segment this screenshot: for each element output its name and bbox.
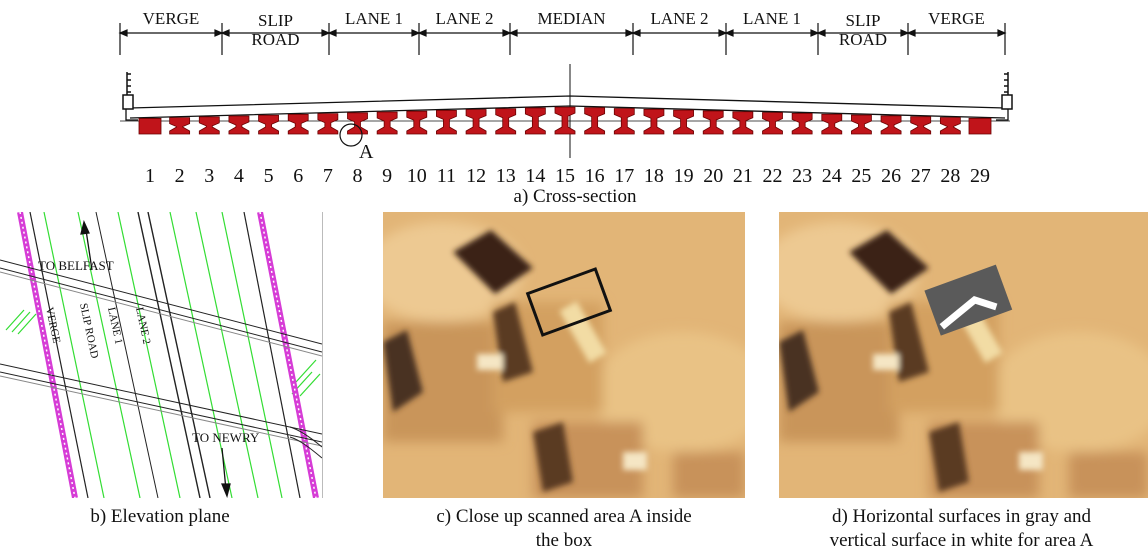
beam-2 [169, 117, 191, 135]
lane-label-5: MEDIAN [510, 9, 633, 28]
beam-13 [495, 108, 517, 135]
dimension-line [118, 23, 1007, 55]
beam-number-3: 3 [204, 165, 214, 187]
beam-number-25: 25 [851, 165, 871, 187]
hatch-left [5, 309, 37, 335]
beam-1 [138, 118, 162, 135]
beam-14 [524, 107, 546, 135]
beam-19 [673, 109, 694, 135]
beam-21 [732, 111, 754, 135]
beam-number-18: 18 [644, 165, 664, 187]
beam-number-1: 1 [145, 165, 155, 187]
beam-3 [198, 116, 220, 135]
beam-number-21: 21 [733, 165, 753, 187]
beam-number-10: 10 [407, 165, 427, 187]
lane-label-6: LANE 2 [633, 9, 726, 28]
beam-numbers: 1 2 3 4 5 6 7 8 9 10 11 12 13 14 15 16 17 18 19 20 21 22 23 24 2… [145, 165, 990, 187]
beam-9 [376, 111, 398, 135]
area-a-box [525, 267, 613, 337]
beam-number-29: 29 [970, 165, 990, 187]
beam-number-8: 8 [353, 165, 363, 187]
caption-closeup: c) Close up scanned area A inside the bo… [436, 506, 692, 551]
lane-label-8: SLIP ROAD [818, 11, 908, 49]
caption-segmented: d) Horizontal surfaces in gray and verti… [829, 506, 1094, 551]
beam-8 [347, 112, 368, 135]
label-to-newry: TO NEWRY [192, 430, 260, 445]
right-parapet [1001, 72, 1013, 110]
beam-number-20: 20 [703, 165, 723, 187]
closeup-image-panel [383, 212, 745, 498]
beam-number-23: 23 [792, 165, 812, 187]
beam-5 [258, 114, 279, 135]
beam-15 [554, 106, 576, 135]
lane-lines [17, 212, 319, 498]
beam-number-17: 17 [614, 165, 634, 187]
beam-number-11: 11 [437, 165, 456, 187]
beam-27 [910, 116, 932, 135]
beam-24 [821, 113, 843, 135]
vertical-surface [939, 296, 998, 330]
beam-number-15: 15 [555, 165, 575, 187]
lane-label-1: VERGE [120, 9, 222, 28]
beam-number-9: 9 [382, 165, 392, 187]
beam-number-28: 28 [940, 165, 960, 187]
beam-4 [228, 115, 250, 135]
marker-label: A [359, 141, 374, 163]
beam-22 [762, 112, 783, 135]
segmented-image [779, 212, 1148, 498]
beam-number-5: 5 [264, 165, 274, 187]
beam-17 [613, 108, 635, 135]
label-to-belfast: TO BELFAST [38, 258, 114, 273]
beam-number-14: 14 [525, 165, 545, 187]
beam-number-22: 22 [763, 165, 783, 187]
beam-number-6: 6 [293, 165, 303, 187]
beam-16 [584, 107, 606, 135]
beam-11 [436, 109, 457, 135]
beam-number-26: 26 [881, 165, 901, 187]
beam-6 [287, 114, 309, 135]
marker-circle [339, 123, 363, 147]
lane-label-3: LANE 1 [329, 9, 419, 28]
label-lane-1: LANE 1 [105, 306, 125, 345]
beam-23 [791, 113, 813, 135]
beam-20 [702, 110, 724, 135]
beam-number-16: 16 [585, 165, 605, 187]
beam-29 [968, 117, 992, 135]
caption-cross-section: a) Cross-section [513, 186, 637, 207]
beam-number-19: 19 [674, 165, 694, 187]
closeup-image [383, 212, 745, 498]
caption-elevation-plane: b) Elevation plane [90, 506, 230, 527]
beams [138, 106, 992, 135]
lane-label-9: VERGE [908, 9, 1005, 28]
beam-18 [643, 108, 665, 135]
elevation-plane-panel: TO BELFAST TO NEWRY VERGE SLIP ROAD LANE… [0, 212, 323, 498]
segmented-image-panel [779, 212, 1148, 498]
beam-10 [406, 110, 428, 135]
horizontal-surface [924, 264, 1013, 336]
crossing-roads [0, 259, 322, 459]
beam-number-4: 4 [234, 165, 244, 187]
label-lane-2: LANE 2 [133, 306, 153, 345]
beam-number-2: 2 [175, 165, 185, 187]
segmented-area-a [924, 264, 1013, 336]
beam-28 [939, 117, 961, 135]
beam-number-27: 27 [911, 165, 931, 187]
left-parapet [122, 72, 134, 110]
lane-label-7: LANE 1 [726, 9, 818, 28]
elevation-plane-drawing: TO BELFAST TO NEWRY VERGE SLIP ROAD LANE… [0, 212, 322, 498]
beam-number-7: 7 [323, 165, 333, 187]
label-slip-road: SLIP ROAD [77, 302, 100, 359]
cross-section-diagram: 1 2 3 4 5 6 7 8 9 10 11 12 13 14 15 16 17 18 19 20 21 22 23 24 2… [118, 23, 1013, 187]
beam-number-13: 13 [496, 165, 516, 187]
beam-26 [880, 115, 902, 135]
lane-label-4: LANE 2 [419, 9, 510, 28]
direction-arrows [80, 220, 231, 498]
beam-number-24: 24 [822, 165, 842, 187]
beam-number-12: 12 [466, 165, 486, 187]
lane-label-2: SLIP ROAD [222, 11, 329, 49]
beam-25 [851, 114, 872, 135]
beam-7 [317, 113, 339, 135]
beam-12 [465, 109, 487, 135]
